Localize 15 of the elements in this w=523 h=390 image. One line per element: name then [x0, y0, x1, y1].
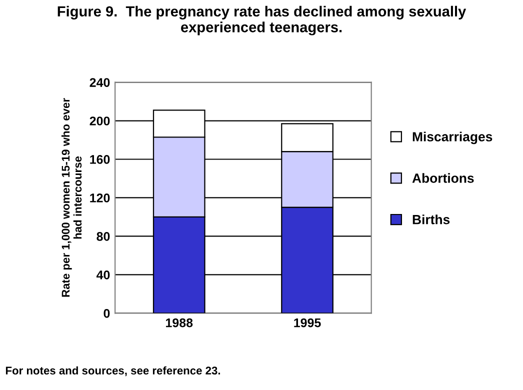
chart-title: Figure 9. The pregnancy rate has declined among sexually experienced teenagers.: [58, 6, 466, 36]
y-tick-label: 40: [96, 270, 110, 280]
y-tick-label: 160: [90, 155, 110, 164]
y-tick-label: 0: [104, 308, 110, 318]
y-tick-label: 120: [90, 194, 110, 202]
x-tick-label: 1995: [294, 318, 321, 328]
legend-label: Miscarriages: [412, 132, 492, 144]
x-tick-label: 1988: [166, 318, 193, 328]
y-tick-label: 80: [96, 232, 110, 241]
legend-label: Births: [412, 214, 450, 224]
y-tick-label: 200: [90, 116, 110, 126]
legend-label: Abortions: [412, 173, 474, 183]
text: For notes and sources, see reference 23.: [6, 366, 220, 376]
y-tick-label: 240: [90, 78, 110, 87]
y-axis-title: Rate per 1,000 women 15-19 who ever had intercourse: [61, 98, 82, 297]
